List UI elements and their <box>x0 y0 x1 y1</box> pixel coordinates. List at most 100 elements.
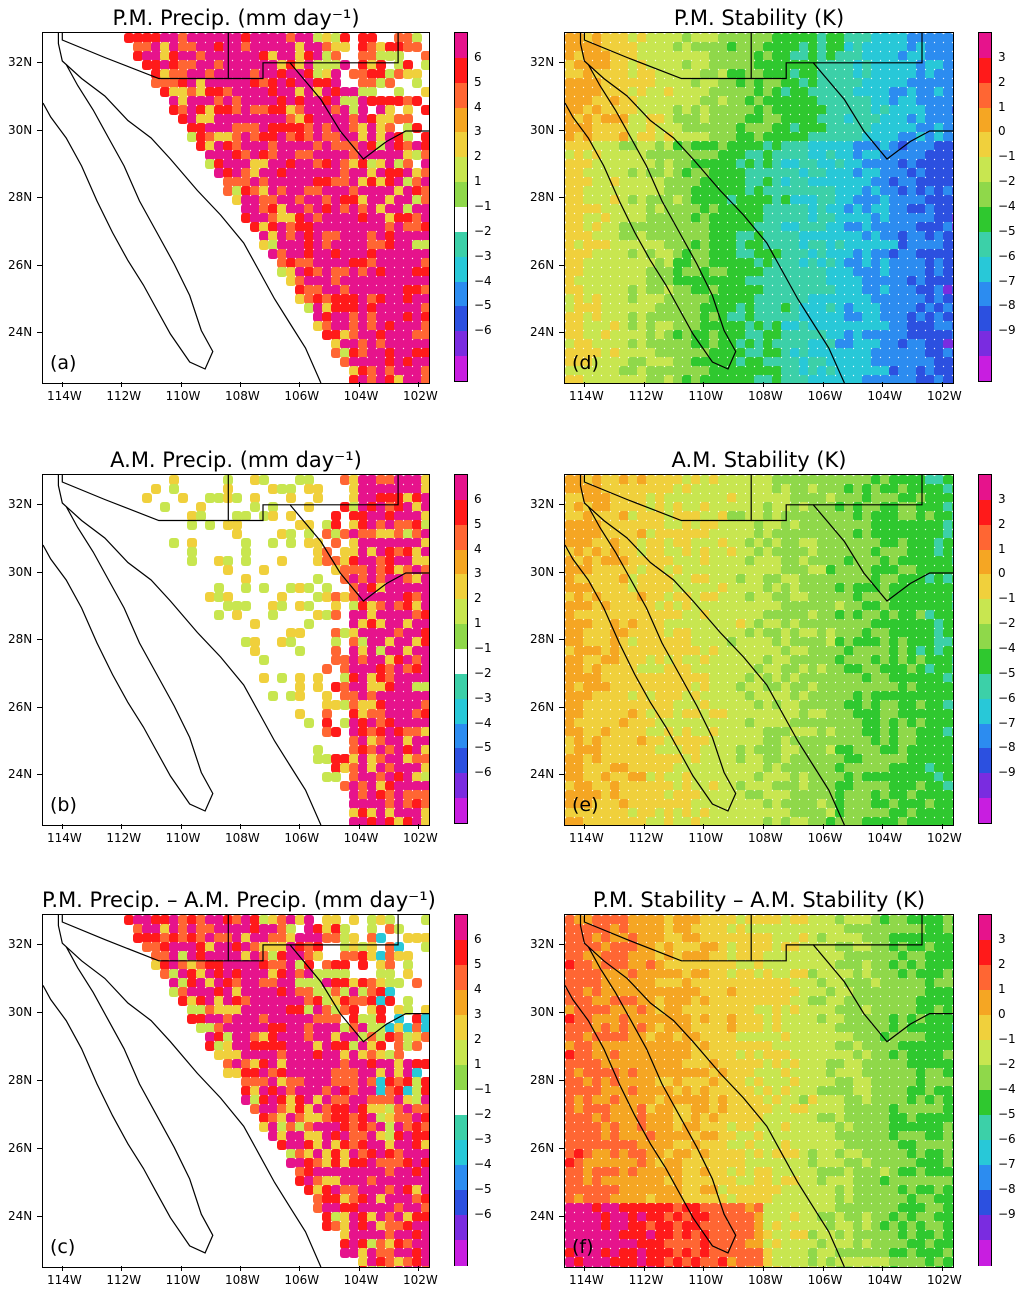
coastline-layer <box>43 33 429 383</box>
colorbar <box>454 474 468 824</box>
lon-tick-mark <box>418 1266 419 1271</box>
panel-title: P.M. Stability (K) <box>673 6 845 30</box>
contour-field <box>565 33 953 383</box>
lat-tick-label: 30N <box>8 1005 33 1019</box>
colorbar-swatch <box>455 549 467 575</box>
colorbar-label: −3 <box>474 1132 492 1146</box>
colorbar-swatch <box>455 624 467 650</box>
lon-tick-mark <box>703 382 705 387</box>
lon-tick-mark <box>942 824 943 829</box>
lon-tick-mark <box>882 382 884 387</box>
colorbar-label: −5 <box>474 1182 492 1196</box>
panel-letter: (b) <box>50 794 77 816</box>
colorbar-swatch <box>979 306 991 332</box>
colorbar-label: −7 <box>998 715 1016 730</box>
colorbar-label: 1 <box>474 616 482 631</box>
lat-tick-mark <box>559 62 564 63</box>
colorbar-label: 1 <box>998 982 1006 996</box>
lon-tick-label: 106W <box>807 389 843 403</box>
colorbar-swatch <box>979 773 991 799</box>
panel-title: A.M. Precip. (mm day⁻¹) <box>110 448 362 472</box>
colorbar-swatch <box>455 231 467 258</box>
colorbar-label: 3 <box>474 124 482 139</box>
colorbar-label: −7 <box>998 273 1016 288</box>
lat-tick-mark <box>37 1012 42 1013</box>
colorbar-label: 3 <box>474 566 482 581</box>
colorbar-label: 4 <box>474 541 482 556</box>
colorbar-label: 2 <box>474 149 482 164</box>
colorbar-label: −8 <box>998 298 1016 313</box>
colorbar-label: 6 <box>474 49 482 64</box>
colorbar-swatch <box>455 1215 467 1241</box>
colorbar-swatch <box>455 940 467 966</box>
lon-tick-mark <box>121 382 123 387</box>
colorbar-swatch <box>455 574 467 600</box>
panel-title: P.M. Stability – A.M. Stability (K) <box>592 888 926 912</box>
lat-tick-mark <box>559 706 564 708</box>
colorbar-swatch <box>979 107 991 133</box>
colorbar-label: 3 <box>998 49 1006 64</box>
contour-field <box>43 915 429 1267</box>
lon-tick-mark <box>584 824 585 829</box>
lat-tick-mark <box>559 1216 564 1217</box>
lat-tick-label: 24N <box>8 325 33 339</box>
lon-tick-mark <box>584 382 585 387</box>
colorbar-label: 3 <box>998 491 1006 506</box>
colorbar-swatch <box>979 574 991 600</box>
lon-tick-label: 110W <box>165 1273 201 1287</box>
lat-tick-label: 24N <box>8 1209 33 1223</box>
colorbar-swatch <box>979 157 991 183</box>
lat-tick-label: 26N <box>8 699 33 714</box>
panel-f: P.M. Stability – A.M. Stability (K) (f) … <box>512 880 1024 1293</box>
colorbar-swatch <box>455 649 467 675</box>
lon-tick-mark <box>822 382 824 387</box>
colorbar-swatch <box>979 132 991 158</box>
lon-tick-label: 102W <box>927 831 962 845</box>
colorbar-label: −6 <box>474 765 492 780</box>
colorbar-swatch <box>979 624 991 650</box>
lat-tick-label: 32N <box>8 497 33 511</box>
lat-tick-mark <box>559 1080 564 1081</box>
colorbar-label: 5 <box>474 74 482 89</box>
colorbar-swatch <box>979 33 991 59</box>
lon-tick-label: 102W <box>927 389 962 403</box>
colorbar-label: −1 <box>474 641 492 655</box>
lat-tick-label: 30N <box>530 1005 555 1019</box>
lat-tick-label: 26N <box>8 257 33 272</box>
colorbar-label: −6 <box>474 1207 492 1221</box>
colorbar-swatch <box>979 1240 991 1266</box>
colorbar-swatch <box>455 33 467 59</box>
lon-tick-mark <box>418 382 419 387</box>
colorbar-label: −6 <box>998 690 1016 705</box>
contour-field <box>565 915 953 1267</box>
coastline-layer <box>565 475 953 825</box>
lon-tick-label: 108W <box>748 1273 783 1287</box>
colorbar-swatch <box>979 1190 991 1216</box>
colorbar-swatch <box>455 1040 467 1066</box>
lat-tick-label: 32N <box>530 55 555 69</box>
colorbar-swatch <box>455 798 467 824</box>
colorbar-label: −3 <box>474 690 492 705</box>
colorbar-swatch <box>979 940 991 966</box>
map-plot <box>42 474 430 826</box>
lon-tick-mark <box>358 382 360 387</box>
colorbar-swatch <box>455 915 467 941</box>
lat-tick-mark <box>37 944 42 945</box>
lat-tick-mark <box>559 944 564 945</box>
colorbar <box>454 914 468 1266</box>
colorbar-swatch <box>979 182 991 208</box>
colorbar-swatch <box>979 599 991 625</box>
colorbar-label: 2 <box>998 516 1006 531</box>
lon-tick-label: 112W <box>106 1273 142 1287</box>
coastline-layer <box>43 915 429 1267</box>
lon-tick-label: 104W <box>867 389 903 403</box>
colorbar-swatch <box>455 306 467 332</box>
colorbar-label: −5 <box>998 223 1016 238</box>
lat-tick-label: 24N <box>530 325 555 339</box>
colorbar-swatch <box>979 207 991 233</box>
lon-tick-mark <box>180 824 182 829</box>
lon-tick-label: 112W <box>106 831 142 845</box>
colorbar-label: −6 <box>998 1132 1016 1146</box>
panel-title: P.M. Precip. – A.M. Precip. (mm day⁻¹) <box>42 888 436 912</box>
lon-tick-mark <box>822 1266 824 1271</box>
